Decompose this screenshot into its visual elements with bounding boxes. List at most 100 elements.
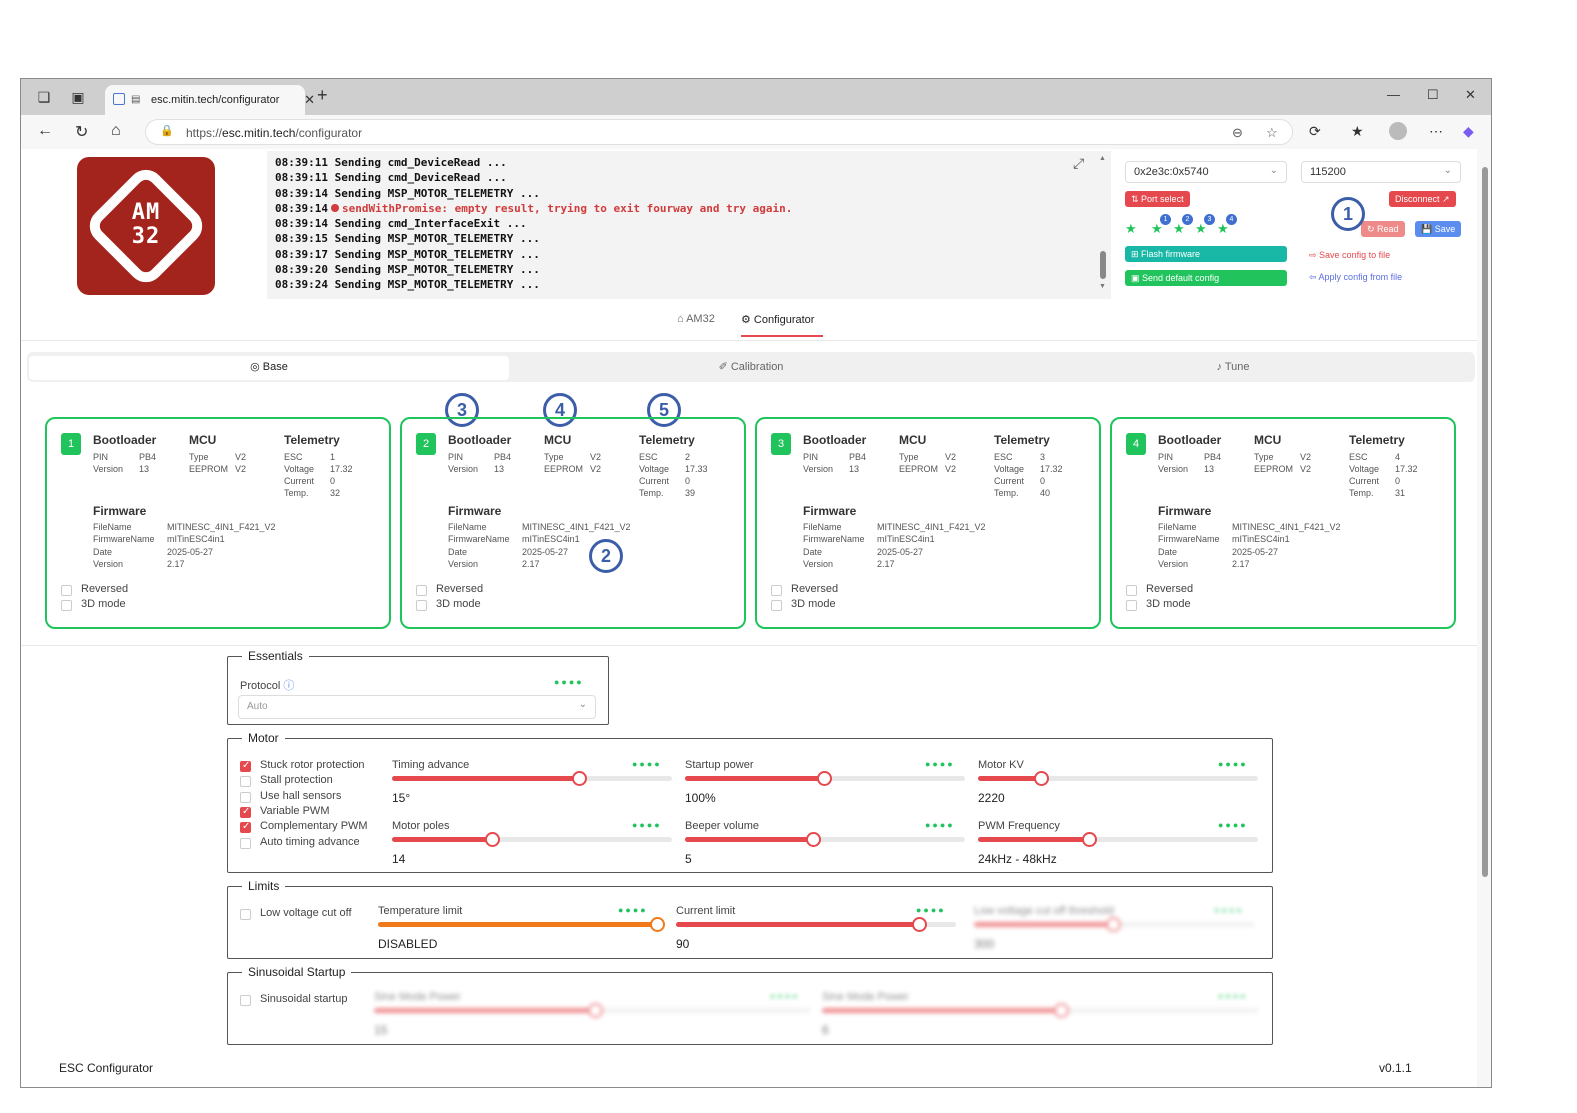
motor-option-checkbox[interactable] [240, 776, 251, 788]
slider-thumb[interactable] [1082, 832, 1097, 847]
close-window-icon[interactable]: ✕ [1465, 87, 1476, 102]
3d-mode-checkbox[interactable] [1126, 600, 1137, 611]
3d-mode-checkbox[interactable] [416, 600, 427, 611]
motor-option-checkbox[interactable] [240, 760, 251, 772]
save-config-to-file-link[interactable]: ⇨ Save config to file [1309, 250, 1391, 260]
slider-track[interactable] [685, 832, 965, 847]
filename-label: FileName [1158, 522, 1197, 532]
am32-logo: AM 32 [77, 157, 215, 295]
zoom-icon[interactable]: ⊖ [1232, 125, 1243, 140]
flash-firmware-button[interactable]: ⊞ Flash firmware [1125, 246, 1287, 262]
slider-track[interactable] [676, 917, 956, 932]
3d-mode-label: 3D mode [81, 598, 126, 610]
slider-track[interactable] [374, 1003, 810, 1018]
slider-thumb[interactable] [571, 771, 587, 786]
status-dots: ●●●● [925, 820, 955, 830]
url-field[interactable]: 🔒 https://esc.mitin.tech/configurator ⊖ … [145, 119, 1293, 145]
slider-thumb[interactable] [1106, 917, 1121, 932]
slider-value: 90 [676, 937, 690, 951]
slider-value: 14 [392, 852, 406, 866]
tab-tune[interactable]: ♪ Tune [1216, 361, 1250, 373]
minimize-icon[interactable]: — [1387, 87, 1400, 102]
firmware-name-value: mITinESC4in1 [167, 534, 225, 544]
baud-select[interactable]: 115200 ⌄ [1301, 161, 1461, 183]
bootloader-version-value: 13 [849, 464, 860, 474]
tab-calibration[interactable]: ✐ Calibration [718, 361, 784, 373]
slider-thumb[interactable] [805, 832, 821, 847]
slider-value: 6 [822, 1023, 829, 1037]
slider-thumb[interactable] [588, 1003, 604, 1018]
callout-5: 5 [647, 393, 681, 427]
reversed-checkbox[interactable] [771, 585, 782, 596]
page-scrollbar[interactable] [1477, 149, 1491, 1087]
slider-thumb[interactable] [817, 771, 832, 786]
eeprom-value: V2 [590, 464, 602, 474]
reversed-checkbox[interactable] [416, 585, 427, 596]
help-icon[interactable]: ⓘ [283, 680, 295, 692]
3d-mode-checkbox[interactable] [61, 600, 72, 611]
expand-log-icon[interactable]: ⤢ [1073, 155, 1085, 171]
motor-option-checkbox[interactable] [240, 806, 251, 818]
reversed-checkbox[interactable] [1126, 585, 1137, 596]
slider-track[interactable] [822, 1003, 1258, 1018]
log-line: 08:39:14 Sending cmd_InterfaceExit ... [275, 217, 527, 231]
slider-thumb[interactable] [484, 832, 500, 847]
extensions-icon[interactable]: ⟳ [1309, 123, 1321, 139]
back-icon[interactable]: ← [37, 122, 53, 139]
favicon-icon [113, 93, 125, 105]
firmware-name-label: FirmwareName [803, 534, 865, 544]
slider-value: 300 [974, 937, 995, 951]
esc-card-4: 4 Bootloader MCU Telemetry Firmware PIN PB4 Ver… [1110, 417, 1456, 629]
close-tab-icon[interactable]: ✕ [304, 92, 315, 107]
maximize-icon[interactable]: ☐ [1427, 87, 1439, 102]
apply-config-from-file-link[interactable]: ⇦ Apply config from file [1309, 272, 1403, 282]
reversed-checkbox[interactable] [61, 585, 72, 596]
slider-track[interactable] [392, 771, 672, 786]
low-voltage-cutoff-checkbox[interactable] [240, 909, 251, 920]
sinusoidal-startup-checkbox[interactable] [240, 995, 251, 1006]
motor-option-checkbox[interactable] [240, 837, 251, 849]
read-button[interactable]: ↻ Read [1361, 221, 1405, 237]
port-select[interactable]: 0x2e3c:0x5740 ⌄ [1125, 161, 1287, 183]
tab-base[interactable]: ◎ Base [29, 356, 509, 380]
slider-thumb[interactable] [911, 917, 927, 932]
temp-value: 39 [685, 488, 696, 498]
log-scrollbar[interactable]: ▲ ▼ [1099, 155, 1106, 290]
esc-value: 2 [685, 452, 691, 462]
motor-option-checkbox[interactable] [240, 821, 251, 834]
browser-tab[interactable]: ▤ esc.mitin.tech/configurator ✕ [105, 85, 315, 115]
favorite-star-icon[interactable]: ☆ [1266, 125, 1278, 140]
log-line: 08:39:11 Sending cmd_DeviceRead ... [275, 156, 507, 169]
slider-thumb[interactable] [1053, 1003, 1069, 1018]
slider-track[interactable] [978, 771, 1258, 786]
filename-label: FileName [93, 522, 132, 532]
tab-actions-icon[interactable]: ▣ [71, 89, 85, 105]
slider-track[interactable] [978, 832, 1258, 847]
slider-track[interactable] [685, 771, 965, 786]
new-tab-icon[interactable]: + [317, 85, 328, 105]
slider-track[interactable] [378, 917, 665, 932]
reload-icon[interactable]: ↻ [75, 124, 89, 141]
motor-legend: Motor [248, 731, 279, 745]
slider-thumb[interactable] [1034, 771, 1050, 786]
protocol-select[interactable]: Auto ⌄ [238, 695, 596, 719]
save-button[interactable]: 💾 Save [1415, 221, 1462, 237]
nav-configurator[interactable]: ⚙ Configurator [741, 314, 815, 326]
status-dots: ●●●● [632, 820, 662, 830]
slider-track[interactable] [974, 917, 1254, 932]
favorites-icon[interactable]: ★ [1351, 123, 1364, 139]
send-default-config-button[interactable]: ▣ Send default config [1125, 270, 1287, 286]
workspaces-icon[interactable]: ❏ [37, 89, 51, 105]
nav-am32[interactable]: ⌂ AM32 [677, 313, 715, 325]
motor-option-checkbox[interactable] [240, 791, 251, 803]
more-menu-icon[interactable]: ⋯ [1429, 123, 1443, 139]
callout-4: 4 [543, 393, 577, 427]
3d-mode-checkbox[interactable] [771, 600, 782, 611]
home-icon[interactable]: ⌂ [111, 122, 121, 139]
profile-avatar[interactable] [1389, 122, 1407, 140]
slider-thumb[interactable] [650, 917, 665, 932]
port-select-button[interactable]: ⇅ Port select [1125, 191, 1190, 207]
slider-track[interactable] [392, 832, 672, 847]
disconnect-button[interactable]: Disconnect ↗ [1389, 191, 1456, 207]
copilot-icon[interactable]: ◆ [1463, 123, 1474, 139]
